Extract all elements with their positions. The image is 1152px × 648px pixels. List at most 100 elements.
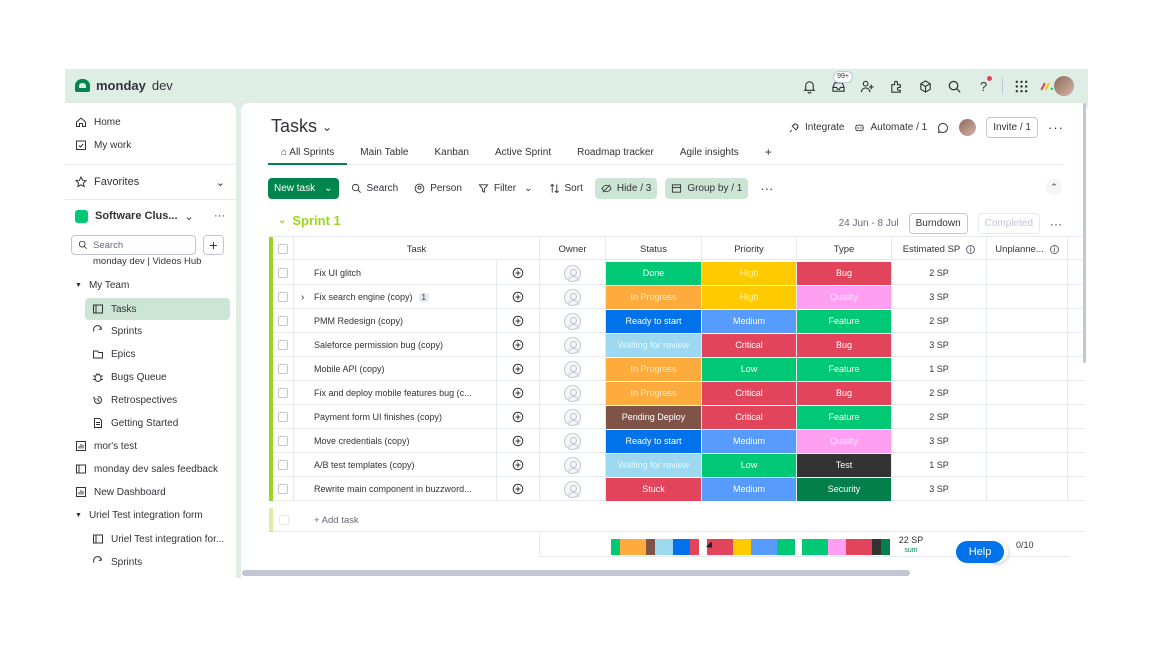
estimated-sp-cell[interactable]: 1 SP	[892, 357, 987, 381]
add-update-cell[interactable]	[496, 333, 540, 357]
group-collapse-icon[interactable]: ⌄	[278, 215, 287, 226]
status-cell[interactable]: Waiting for review	[606, 333, 702, 357]
burndown-button[interactable]: Burndown	[908, 213, 968, 234]
add-update-icon[interactable]	[512, 411, 524, 423]
add-update-icon[interactable]	[512, 315, 524, 327]
type-cell[interactable]: Bug	[797, 381, 892, 405]
table-row[interactable]: Mobile API (copy) In Progress Low Feature 1 …	[269, 357, 1084, 381]
completed-button[interactable]: Completed	[977, 213, 1040, 234]
group-by-button[interactable]: Group by / 1	[665, 177, 749, 199]
status-summary-bar[interactable]	[611, 539, 699, 555]
status-cell[interactable]: Ready to start	[606, 309, 702, 333]
empty-person-icon[interactable]	[564, 288, 581, 306]
info-icon[interactable]: i	[1049, 244, 1059, 254]
sidebar-item-getting-started[interactable]: Getting Started	[92, 413, 178, 433]
priority-cell[interactable]: Critical	[702, 381, 797, 405]
row-checkbox[interactable]	[278, 460, 288, 470]
apps-marketplace-icon[interactable]	[882, 75, 911, 97]
info-icon[interactable]: i	[966, 244, 976, 254]
add-update-icon[interactable]	[512, 267, 524, 279]
type-summary-bar[interactable]	[802, 539, 890, 555]
estimated-sp-cell[interactable]: 2 SP	[892, 261, 987, 285]
filter-button[interactable]: Filter ⌄	[474, 178, 537, 199]
workspace-selector[interactable]: Software Clus... ⌄ ···	[75, 206, 225, 226]
expand-subitems-icon[interactable]: ›	[301, 291, 305, 303]
type-cell[interactable]: Quality	[797, 285, 892, 309]
horizontal-scrollbar[interactable]	[242, 570, 910, 576]
tab-all-sprints[interactable]: ⌂ All Sprints	[268, 143, 348, 165]
priority-cell[interactable]: Medium	[702, 477, 797, 501]
owner-cell[interactable]	[540, 333, 606, 357]
checkbox[interactable]	[278, 244, 288, 254]
sidebar-item-videos-hub[interactable]: monday dev | Videos Hub	[93, 257, 201, 267]
row-checkbox[interactable]	[278, 436, 288, 446]
priority-cell[interactable]: Critical	[702, 405, 797, 429]
type-cell[interactable]: Test	[797, 453, 892, 477]
column-header-task[interactable]: Task	[294, 237, 540, 261]
automate-button[interactable]: Automate / 1	[854, 122, 927, 133]
table-row[interactable]: Fix and deploy mobile features bug (c...…	[269, 381, 1084, 405]
unplanned-cell[interactable]	[987, 429, 1068, 453]
monday-dev-logo[interactable]: monday dev	[75, 78, 173, 93]
type-cell[interactable]: Feature	[797, 405, 892, 429]
sidebar-item-retrospectives[interactable]: Retrospectives	[92, 390, 177, 410]
column-header-estimated-sp[interactable]: Estimated SP i	[892, 237, 987, 261]
type-cell[interactable]: Feature	[797, 309, 892, 333]
sort-button[interactable]: Sort	[545, 178, 587, 199]
new-task-button[interactable]: New task ⌄	[268, 177, 339, 199]
chevron-down-icon[interactable]: ⌄	[324, 182, 333, 194]
unplanned-cell[interactable]	[987, 357, 1068, 381]
priority-summary-bar[interactable]	[707, 539, 795, 555]
owner-cell[interactable]	[540, 381, 606, 405]
unplanned-cell[interactable]	[987, 477, 1068, 501]
task-name-cell[interactable]: Fix and deploy mobile features bug (c...	[294, 381, 496, 405]
task-name-cell[interactable]: Rewrite main component in buzzword...	[294, 477, 496, 501]
tab-roadmap-tracker[interactable]: Roadmap tracker	[577, 147, 654, 158]
more-options-icon[interactable]: ···	[214, 210, 225, 222]
empty-person-icon[interactable]	[564, 312, 581, 330]
empty-person-icon[interactable]	[564, 432, 581, 450]
inbox-icon[interactable]: 99+	[824, 71, 853, 97]
estimated-sp-cell[interactable]: 1 SP	[892, 453, 987, 477]
tab-main-table[interactable]: Main Table	[360, 147, 409, 158]
task-name-cell[interactable]: › Fix search engine (copy) 1	[294, 285, 496, 309]
status-cell[interactable]: Done	[606, 261, 702, 285]
sidebar-search-input[interactable]: Search	[71, 235, 196, 255]
add-task-label[interactable]: + Add task	[314, 515, 359, 526]
empty-person-icon[interactable]	[564, 480, 581, 498]
select-all-checkbox[interactable]	[273, 237, 294, 261]
status-cell[interactable]: Ready to start	[606, 429, 702, 453]
unplanned-cell[interactable]	[987, 381, 1068, 405]
task-name-cell[interactable]: Move credentials (copy)	[294, 429, 496, 453]
integrate-button[interactable]: Integrate	[789, 122, 844, 133]
table-row[interactable]: Move credentials (copy) Ready to start Med…	[269, 429, 1084, 453]
group-more-icon[interactable]: ···	[1050, 216, 1062, 231]
more-actions-icon[interactable]: ···	[760, 180, 774, 196]
add-update-cell[interactable]	[496, 477, 540, 501]
empty-person-icon[interactable]	[564, 336, 581, 354]
invite-members-icon[interactable]	[853, 75, 882, 97]
empty-person-icon[interactable]	[564, 264, 581, 282]
hide-columns-button[interactable]: Hide / 3	[594, 177, 658, 199]
add-update-cell[interactable]	[496, 453, 540, 477]
estimated-sp-cell[interactable]: 3 SP	[892, 477, 987, 501]
priority-cell[interactable]: Medium	[702, 309, 797, 333]
add-update-cell[interactable]	[496, 429, 540, 453]
task-name-cell[interactable]: Mobile API (copy)	[294, 357, 496, 381]
updates-comment-icon[interactable]	[937, 122, 949, 134]
priority-cell[interactable]: Medium	[702, 429, 797, 453]
column-header-priority[interactable]: Priority	[702, 237, 797, 261]
task-name-cell[interactable]: PMM Redesign (copy)	[294, 309, 496, 333]
task-name-cell[interactable]: Fix UI glitch	[294, 261, 496, 285]
board-member-avatar[interactable]	[959, 119, 977, 136]
sidebar-item-sprints[interactable]: Sprints	[92, 321, 142, 341]
unplanned-cell[interactable]	[987, 453, 1068, 477]
owner-cell[interactable]	[540, 405, 606, 429]
sidebar-item-uriel-sprints[interactable]: Sprints	[92, 552, 142, 572]
priority-cell[interactable]: Low	[702, 453, 797, 477]
estimated-sp-cell[interactable]: 3 SP	[892, 285, 987, 309]
owner-cell[interactable]	[540, 285, 606, 309]
chevron-down-icon[interactable]: ⌄	[524, 182, 533, 194]
collapse-toolbar-icon[interactable]: ⌃	[1046, 179, 1062, 195]
sidebar-item-new-dashboard[interactable]: New Dashboard	[75, 482, 166, 502]
